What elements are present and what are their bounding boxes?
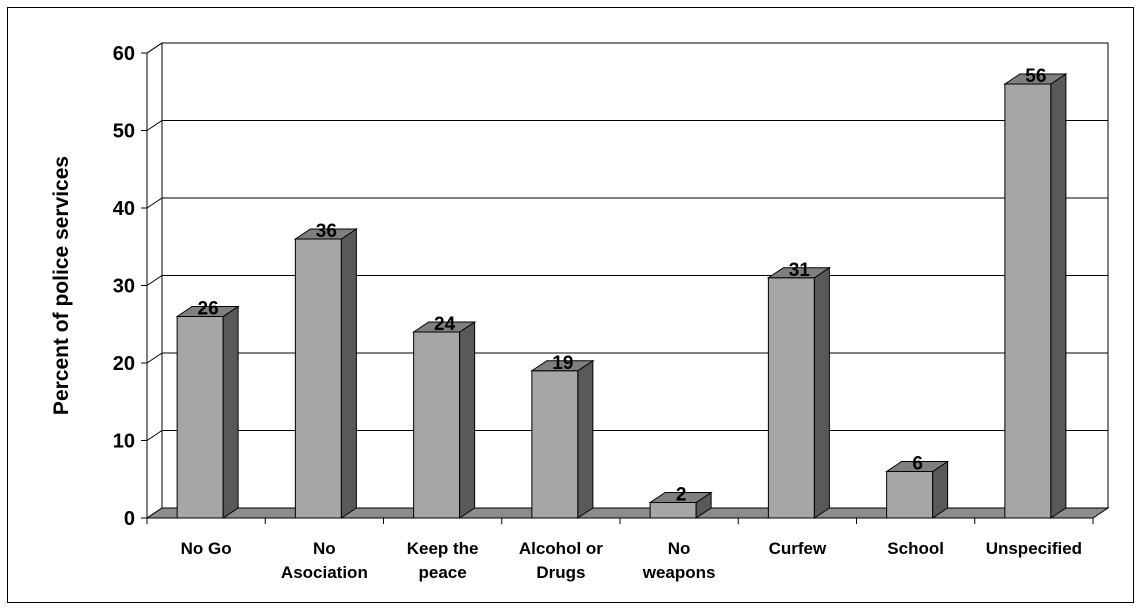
bar-side — [1050, 73, 1067, 519]
floor-plane — [145, 507, 1110, 519]
category-label: Unspecified — [986, 539, 1082, 558]
category-label: Alcohol or Drugs — [519, 539, 603, 582]
y-tick-label: 60 — [113, 43, 135, 65]
bar — [766, 266, 832, 519]
bar-side — [813, 266, 830, 519]
category-label: Keep the peace — [407, 539, 479, 582]
y-tick-label: 40 — [113, 198, 135, 220]
bar-front — [294, 238, 342, 519]
bar — [293, 228, 359, 519]
y-tick-label: 0 — [124, 508, 135, 530]
data-label: 6 — [912, 454, 923, 475]
chart-walls — [146, 42, 1109, 519]
bar-front — [649, 502, 697, 519]
bar — [648, 491, 713, 519]
bar-top — [766, 267, 832, 279]
bar-top — [884, 461, 950, 472]
bar — [884, 460, 950, 519]
bar-top — [1003, 73, 1068, 85]
bar — [175, 305, 240, 519]
bar-top — [293, 228, 359, 240]
data-label: 2 — [676, 485, 687, 506]
bar-top — [648, 492, 713, 503]
category-label: Curfew — [769, 539, 827, 558]
category-labels: No Go No Asociation Keep the peace Alcohol or… — [181, 539, 1082, 582]
y-tick-label: 50 — [113, 121, 135, 143]
data-label: 56 — [1025, 66, 1046, 87]
y-tick-label: 30 — [113, 276, 135, 298]
bar-side — [577, 359, 594, 519]
bar-side — [222, 305, 239, 519]
data-label: 19 — [552, 353, 573, 374]
bar — [1003, 73, 1068, 519]
bar — [530, 359, 595, 519]
bar-top — [175, 306, 240, 317]
bar — [411, 321, 477, 519]
y-axis — [141, 52, 148, 519]
data-labels: 26 36 24 19 2 31 6 56 — [198, 66, 1047, 506]
y-tick-label: 20 — [113, 353, 135, 375]
gridline — [146, 120, 1108, 131]
bar-front — [767, 277, 815, 519]
bars — [175, 73, 1068, 519]
bar-side — [340, 228, 357, 519]
chart-floor — [145, 507, 1110, 519]
bar-top — [411, 321, 477, 333]
category-label: No Asociation — [281, 539, 368, 582]
bar-front — [413, 331, 461, 519]
bar-front — [531, 370, 579, 519]
data-label: 26 — [198, 299, 219, 320]
bar-side — [459, 321, 476, 519]
category-label: No weapons — [642, 539, 716, 582]
bar-front — [1004, 83, 1052, 519]
y-tick-labels: 0 10 20 30 40 50 60 — [113, 43, 135, 530]
category-label: School — [887, 539, 944, 558]
category-label: No Go — [181, 539, 232, 558]
bar-front — [176, 316, 224, 519]
gridline — [146, 197, 1108, 209]
data-label: 36 — [316, 221, 337, 242]
gridline — [146, 42, 1108, 54]
y-tick-label: 10 — [113, 431, 135, 453]
data-label: 24 — [434, 314, 456, 335]
bar-top — [530, 360, 595, 372]
data-label: 31 — [789, 260, 811, 281]
bar-front — [886, 471, 934, 519]
x-axis — [146, 517, 1094, 524]
y-axis-label: Percent of police services — [50, 156, 73, 415]
